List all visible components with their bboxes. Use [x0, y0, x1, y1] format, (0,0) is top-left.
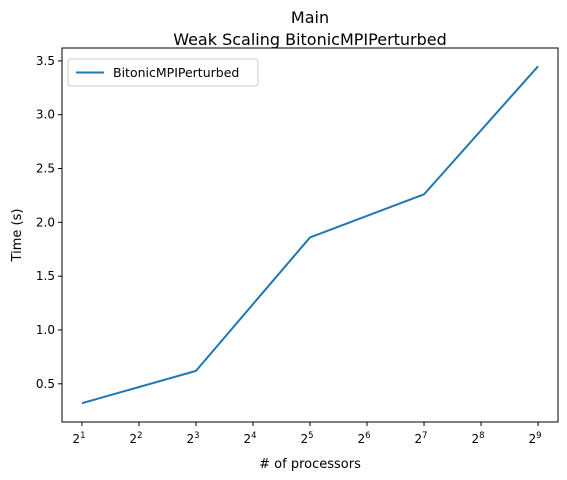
- y-tick-label: 2.0: [36, 215, 55, 229]
- x-tick-exponent: 9: [536, 431, 541, 441]
- x-tick-label: 28: [472, 431, 485, 446]
- x-tick-base: 2: [472, 432, 480, 446]
- x-tick-exponent: 1: [80, 431, 85, 441]
- x-tick-label: 24: [243, 431, 256, 446]
- x-tick-base: 2: [529, 432, 537, 446]
- x-tick-label: 25: [300, 431, 313, 446]
- y-tick-label: 3.5: [36, 54, 55, 68]
- series-layer: [81, 65, 539, 405]
- y-tick-label: 2.5: [36, 162, 55, 176]
- x-tick-base: 2: [414, 432, 422, 446]
- x-tick-exponent: 4: [251, 431, 256, 441]
- x-tick-label: 27: [414, 431, 427, 446]
- chart-title-line2: Weak Scaling BitonicMPIPerturbed: [173, 30, 447, 49]
- legend: BitonicMPIPerturbed: [67, 58, 259, 87]
- x-tick-label: 21: [72, 431, 85, 446]
- x-tick-exponent: 7: [422, 431, 427, 441]
- x-tick-base: 2: [129, 432, 137, 446]
- y-tick-label: 3.0: [36, 108, 55, 122]
- y-tick-label: 0.5: [36, 377, 55, 391]
- x-tick-label: 22: [129, 431, 142, 446]
- chart-title-line1: Main: [291, 8, 329, 27]
- x-tick-exponent: 6: [365, 431, 370, 441]
- x-tick-base: 2: [72, 432, 80, 446]
- x-tick-base: 2: [243, 432, 251, 446]
- legend-box: [67, 58, 259, 87]
- x-tick-exponent: 8: [479, 431, 484, 441]
- x-tick-exponent: 5: [308, 431, 313, 441]
- y-axis-label: Time (s): [10, 209, 25, 263]
- series-line-0: [81, 65, 539, 405]
- x-tick-base: 2: [300, 432, 308, 446]
- plot-frame: [61, 47, 559, 423]
- x-tick-exponent: 2: [137, 431, 142, 441]
- x-tick-base: 2: [357, 432, 365, 446]
- y-tick-label: 1.5: [36, 269, 55, 283]
- y-tick-label: 1.0: [36, 323, 55, 337]
- y-axis-ticks: 0.5 1.0 1.5 2.0 2.5 3.0 3.5: [36, 54, 62, 391]
- x-tick-label: 23: [186, 431, 199, 446]
- legend-label: BitonicMPIPerturbed: [113, 65, 239, 80]
- x-axis-label: # of processors: [259, 457, 361, 472]
- x-tick-label: 29: [529, 431, 542, 446]
- x-tick-exponent: 3: [194, 431, 199, 441]
- x-tick-label: 26: [357, 431, 370, 446]
- x-axis-ticks: 21 22 23 24 25 26 27 28 29: [72, 422, 542, 446]
- x-tick-base: 2: [186, 432, 194, 446]
